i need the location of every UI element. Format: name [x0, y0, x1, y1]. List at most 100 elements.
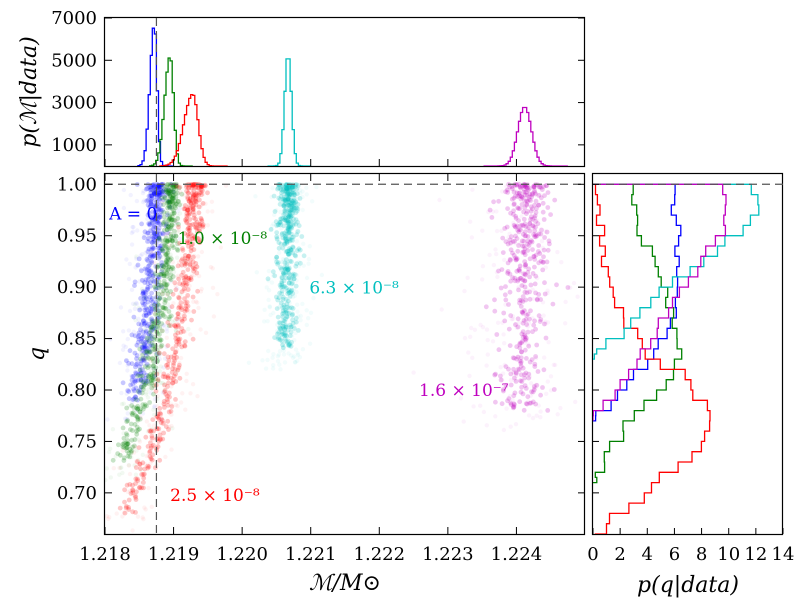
scatter-point — [149, 426, 154, 431]
scatter-point — [149, 290, 155, 296]
scatter-point — [148, 310, 154, 316]
scatter-point — [164, 271, 170, 276]
scatter-point — [171, 217, 176, 223]
scatter-point — [145, 216, 150, 222]
scatter-point — [173, 183, 179, 189]
scatter-point — [522, 259, 528, 264]
scatter-point — [129, 242, 135, 247]
scatter-point — [173, 205, 179, 211]
scatter-point — [174, 373, 179, 378]
scatter-point — [143, 313, 149, 319]
scatter-point — [158, 436, 163, 442]
scatter-point — [145, 258, 151, 264]
scatter-point — [182, 300, 188, 306]
scatter-point — [176, 295, 181, 300]
scatter-point — [286, 203, 292, 208]
scatter-point — [142, 266, 148, 272]
scatter-point — [186, 276, 192, 281]
scatter-point — [283, 237, 289, 243]
scatter-point — [550, 301, 556, 307]
scatter-point — [146, 339, 152, 344]
scatter-point — [149, 336, 155, 342]
scatter-point — [159, 328, 164, 333]
scatter-point — [181, 287, 186, 292]
scatter-point — [519, 309, 525, 315]
scatter-point — [173, 329, 179, 334]
scatter-point — [528, 381, 534, 386]
scatter-point — [276, 335, 282, 340]
scatter-point — [138, 384, 143, 390]
right-x-tick-label: 10 — [717, 544, 740, 565]
scatter-point — [142, 233, 147, 238]
scatter-point — [517, 184, 523, 190]
scatter-point — [173, 371, 178, 377]
scatter-point — [125, 363, 130, 368]
scatter-point — [156, 225, 162, 231]
scatter-point — [164, 259, 170, 265]
scatter-point — [160, 374, 166, 379]
scatter-point — [163, 262, 169, 268]
scatter-point — [274, 254, 280, 260]
scatter-point — [519, 298, 524, 303]
scatter-point — [163, 267, 169, 273]
scatter-point — [135, 339, 141, 345]
scatter-point — [160, 273, 166, 278]
scatter-point — [513, 422, 519, 427]
scatter-point — [254, 270, 259, 275]
scatter-point — [520, 310, 526, 316]
scatter-point — [169, 222, 175, 228]
scatter-point — [141, 357, 147, 362]
scatter-point — [147, 306, 153, 311]
scatter-point — [168, 190, 174, 195]
annotation-6-3-10-8: 6.3 × 10⁻⁸ — [309, 278, 399, 298]
scatter-point — [191, 194, 196, 200]
scatter-point — [149, 202, 154, 207]
scatter-point — [167, 183, 173, 189]
scatter-point — [171, 233, 177, 239]
scatter-point — [118, 453, 123, 458]
scatter-point — [157, 350, 162, 356]
scatter-point — [274, 236, 280, 242]
scatter-point — [276, 320, 282, 325]
main-x-tick-label: 1.224 — [491, 544, 543, 565]
scatter-point — [145, 230, 151, 236]
scatter-point — [145, 377, 151, 383]
scatter-point — [144, 328, 149, 334]
scatter-point — [158, 272, 164, 277]
scatter-point — [136, 336, 142, 342]
scatter-point — [190, 203, 196, 209]
scatter-point — [130, 528, 135, 533]
scatter-point — [519, 202, 525, 207]
scatter-point — [282, 331, 288, 336]
scatter-point — [191, 265, 196, 271]
scatter-point — [498, 285, 504, 291]
scatter-point — [149, 240, 155, 246]
scatter-point — [173, 191, 179, 197]
scatter-point — [147, 423, 152, 428]
scatter-point — [540, 385, 545, 390]
scatter-point — [141, 485, 146, 491]
scatter-point — [289, 272, 295, 278]
scatter-point — [193, 225, 199, 231]
scatter-point — [520, 299, 526, 304]
scatter-point — [518, 241, 523, 246]
scatter-point — [518, 264, 523, 269]
scatter-point — [285, 251, 291, 257]
scatter-point — [157, 192, 163, 198]
scatter-point — [198, 184, 204, 190]
scatter-point — [268, 312, 273, 318]
right-histogram-a-0 — [593, 183, 682, 422]
scatter-point — [190, 233, 196, 239]
scatter-point — [295, 219, 300, 225]
scatter-point — [284, 260, 289, 265]
scatter-point — [163, 232, 168, 237]
annotation-2-5-10-8: 2.5 × 10⁻⁸ — [170, 486, 260, 506]
scatter-point — [289, 305, 294, 310]
scatter-point — [175, 216, 181, 221]
scatter-point — [281, 352, 287, 357]
scatter-point — [542, 355, 547, 360]
scatter-point — [293, 200, 299, 206]
scatter-point — [176, 224, 181, 230]
scatter-point — [191, 212, 197, 218]
scatter-point — [285, 271, 290, 277]
